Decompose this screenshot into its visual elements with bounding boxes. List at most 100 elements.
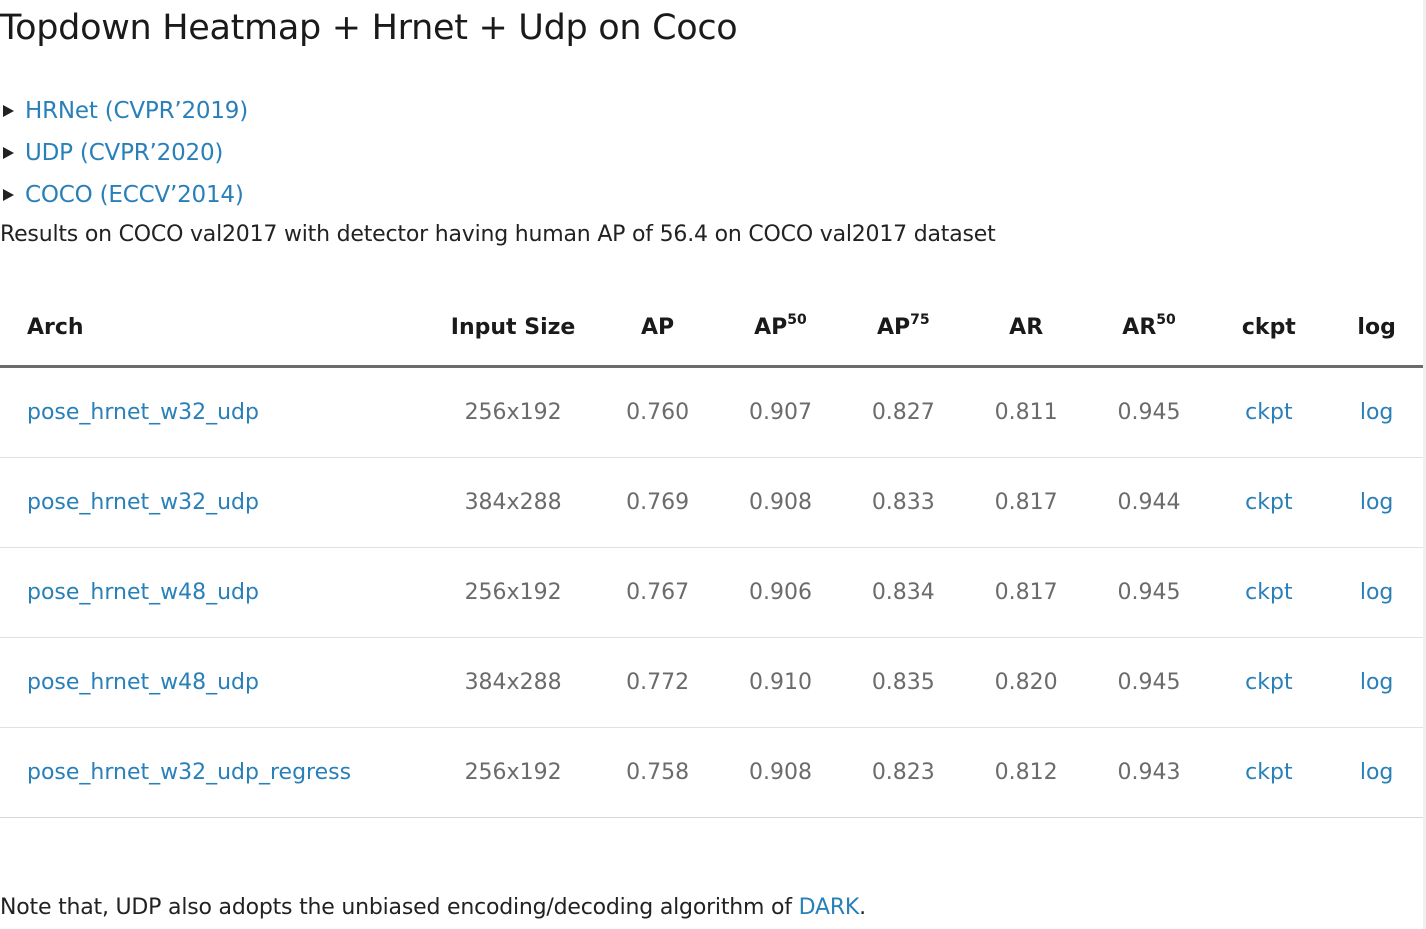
header-ar: AR <box>964 289 1088 368</box>
cell-ap: 0.760 <box>596 366 720 458</box>
cell-ckpt: ckpt <box>1210 727 1328 818</box>
arch-config-link[interactable]: pose_hrnet_w48_udp <box>27 670 259 695</box>
cell-ar: 0.820 <box>964 637 1088 728</box>
cell-ar50: 0.944 <box>1087 457 1211 548</box>
ckpt-link[interactable]: ckpt <box>1245 490 1293 515</box>
ckpt-link[interactable]: ckpt <box>1245 760 1293 785</box>
cell-input-size: 256x192 <box>430 547 597 638</box>
cell-ap50: 0.907 <box>719 366 842 458</box>
cell-ap75: 0.834 <box>841 547 965 638</box>
header-ar50-sup: 50 <box>1156 311 1176 328</box>
table-row: pose_hrnet_w32_udp_regress 256x192 0.758… <box>0 727 1426 818</box>
cell-input-size: 384x288 <box>430 637 597 728</box>
log-link[interactable]: log <box>1359 400 1394 425</box>
cell-ar50: 0.943 <box>1087 727 1211 818</box>
arch-config-link[interactable]: pose_hrnet_w32_udp <box>27 490 259 515</box>
cell-ckpt: ckpt <box>1210 457 1328 548</box>
table-row: pose_hrnet_w48_udp 384x288 0.772 0.910 0… <box>0 637 1426 728</box>
cell-ap50: 0.910 <box>719 637 842 728</box>
cell-ckpt: ckpt <box>1210 547 1328 638</box>
header-input-size: Input Size <box>430 289 597 368</box>
cell-ar: 0.817 <box>964 547 1088 638</box>
cell-arch: pose_hrnet_w32_udp <box>0 366 430 458</box>
details-hrnet-label[interactable]: HRNet (CVPR’2019) <box>25 98 248 124</box>
table-row: pose_hrnet_w32_udp 384x288 0.769 0.908 0… <box>0 457 1426 548</box>
header-ar50-base: AR <box>1122 314 1157 340</box>
cell-ar50: 0.945 <box>1087 366 1211 458</box>
scrollbar[interactable] <box>1423 0 1426 929</box>
details-coco-label[interactable]: COCO (ECCV’2014) <box>25 182 244 208</box>
log-link[interactable]: log <box>1359 490 1394 515</box>
details-coco[interactable]: COCO (ECCV’2014) <box>0 174 248 216</box>
note-text: Note that, UDP also adopts the unbiased … <box>0 895 799 920</box>
cell-input-size: 256x192 <box>430 366 597 458</box>
cell-ap50: 0.906 <box>719 547 842 638</box>
cell-ar50: 0.945 <box>1087 547 1211 638</box>
cell-ap50: 0.908 <box>719 457 842 548</box>
header-log: log <box>1327 289 1426 368</box>
page-title: Topdown Heatmap + Hrnet + Udp on Coco <box>0 8 738 48</box>
log-link[interactable]: log <box>1359 670 1394 695</box>
note-suffix: . <box>859 895 866 920</box>
table-row: pose_hrnet_w32_udp 256x192 0.760 0.907 0… <box>0 366 1426 458</box>
cell-ap: 0.767 <box>596 547 720 638</box>
arch-config-link[interactable]: pose_hrnet_w32_udp_regress <box>27 760 352 785</box>
cell-input-size: 256x192 <box>430 727 597 818</box>
header-arch: Arch <box>0 289 430 368</box>
results-table: Arch Input Size AP AP50 AP75 AR AR50 ckp… <box>0 289 1426 818</box>
cell-ar: 0.811 <box>964 366 1088 458</box>
table-row: pose_hrnet_w48_udp 256x192 0.767 0.906 0… <box>0 547 1426 638</box>
header-ar50: AR50 <box>1087 289 1211 368</box>
header-ap75-base: AP <box>876 314 911 340</box>
arch-config-link[interactable]: pose_hrnet_w48_udp <box>27 580 259 605</box>
cell-arch: pose_hrnet_w32_udp <box>0 457 430 548</box>
cell-arch: pose_hrnet_w32_udp_regress <box>0 727 430 818</box>
cell-ap: 0.769 <box>596 457 720 548</box>
cell-ap75: 0.827 <box>841 366 965 458</box>
ckpt-link[interactable]: ckpt <box>1245 400 1293 425</box>
results-description: Results on COCO val2017 with detector ha… <box>0 222 996 247</box>
table-header-row: Arch Input Size AP AP50 AP75 AR AR50 ckp… <box>0 289 1426 368</box>
cell-log: log <box>1327 637 1426 728</box>
cell-log: log <box>1327 366 1426 458</box>
cell-ap75: 0.833 <box>841 457 965 548</box>
cell-ap: 0.758 <box>596 727 720 818</box>
cell-ar50: 0.945 <box>1087 637 1211 728</box>
header-ap: AP <box>596 289 720 368</box>
cell-arch: pose_hrnet_w48_udp <box>0 547 430 638</box>
cell-log: log <box>1327 727 1426 818</box>
cell-ap50: 0.908 <box>719 727 842 818</box>
cell-log: log <box>1327 547 1426 638</box>
cell-arch: pose_hrnet_w48_udp <box>0 637 430 728</box>
note-paragraph: Note that, UDP also adopts the unbiased … <box>0 888 866 928</box>
disclosure-triangle-icon[interactable] <box>3 105 14 117</box>
cell-ap: 0.772 <box>596 637 720 728</box>
arch-config-link[interactable]: pose_hrnet_w32_udp <box>27 400 259 425</box>
cell-ar: 0.817 <box>964 457 1088 548</box>
disclosure-triangle-icon[interactable] <box>3 147 14 159</box>
log-link[interactable]: log <box>1359 760 1394 785</box>
cell-ar: 0.812 <box>964 727 1088 818</box>
ckpt-link[interactable]: ckpt <box>1245 670 1293 695</box>
details-udp[interactable]: UDP (CVPR’2020) <box>0 132 248 174</box>
details-list: HRNet (CVPR’2019) UDP (CVPR’2020) COCO (… <box>0 90 248 216</box>
header-ap50-base: AP <box>754 314 788 340</box>
cell-log: log <box>1327 457 1426 548</box>
header-ap50-sup: 50 <box>787 311 807 328</box>
header-ap75: AP75 <box>841 289 965 368</box>
cell-input-size: 384x288 <box>430 457 597 548</box>
header-ap50: AP50 <box>719 289 842 368</box>
dark-link[interactable]: DARK <box>798 895 860 920</box>
cell-ckpt: ckpt <box>1210 637 1328 728</box>
disclosure-triangle-icon[interactable] <box>3 189 14 201</box>
header-ckpt: ckpt <box>1210 289 1328 368</box>
header-ap75-sup: 75 <box>910 311 930 328</box>
log-link[interactable]: log <box>1359 580 1394 605</box>
cell-ckpt: ckpt <box>1210 366 1328 458</box>
cell-ap75: 0.823 <box>841 727 965 818</box>
cell-ap75: 0.835 <box>841 637 965 728</box>
details-udp-label[interactable]: UDP (CVPR’2020) <box>25 140 224 166</box>
details-hrnet[interactable]: HRNet (CVPR’2019) <box>0 90 248 132</box>
ckpt-link[interactable]: ckpt <box>1245 580 1293 605</box>
